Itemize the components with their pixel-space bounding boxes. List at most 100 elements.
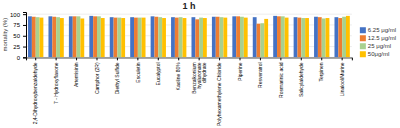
bar [138,18,142,58]
x-tick-label: Rosmarinic acid [278,62,284,98]
chart: 6.25 μg/ml 12.5 μg/ml 25 μg/ml 50μg/ml 2,4-D… [0,0,400,128]
x-tick: 2,4-Dihydroxybenzaldehyde [32,57,38,124]
x-tick-label-line: Terpinen [318,62,324,81]
bar [158,17,162,57]
x-tick-mark [280,57,281,60]
grid [26,14,352,57]
bar [110,17,114,57]
x-tick: Terpinen [318,57,324,81]
y-tick-mark [23,47,26,48]
x-tick-label: Eucalyptol [155,62,161,85]
bar [121,18,125,57]
bar [28,16,32,57]
y-tick: 0 [17,55,26,61]
bar [36,17,40,57]
bar [117,18,121,58]
bar [318,17,322,57]
bar [154,17,158,58]
x-tick-mark [178,57,179,60]
legend: 6.25 μg/ml 12.5 μg/ml 25 μg/ml 50μg/ml [360,27,396,57]
grid-line [26,14,352,15]
x-tick: Esculetin [135,57,141,82]
bar [101,18,105,57]
bar [297,18,301,58]
y-axis-title: mortality (%) [2,18,8,52]
x-tick-mark [301,57,302,60]
bar [257,24,261,58]
x-tick: 7 - Hydroxyflavone [53,57,59,104]
x-tick-label-line: 2,4-Dihydroxybenzaldehyde [32,62,38,124]
x-tick-label: 7 - Hydroxyflavone [53,62,59,104]
bar [216,17,220,58]
x-tick-label: Kaoline 80% [175,62,181,91]
x-tick: Eucalyptol [155,57,161,85]
bar [342,17,346,58]
x-tick-label: Benzalkoniumhyaluronatedihydrate [191,62,208,94]
x-tick-label: Linalool/Murine [339,62,345,96]
x-tick-label-line: Camphor (2R) [94,62,100,94]
bar [80,18,84,57]
bar [60,18,64,57]
x-tick-label-line: Kaoline 80% [175,62,181,91]
x-tick: Kaoline 80% [175,57,181,90]
x-tick-mark [76,57,77,60]
x-tick: Artemisinin [73,57,79,87]
x-tick: Benzalkoniumhyaluronatedihydrate [191,57,208,93]
x-tick: Rosmarinic acid [278,57,284,98]
bar [69,16,73,57]
legend-item: 50μg/ml [360,51,389,57]
legend-item: 12.5 μg/ml [360,35,396,41]
bar [171,17,175,57]
legend-label: 25 μg/ml [368,43,391,49]
x-tick: Camphor (2R) [94,57,100,94]
bar [338,18,342,57]
legend-swatch [360,51,366,57]
x-tick-mark [158,57,159,60]
bar [203,18,207,57]
x-tick: Polyhexamethylene Chloride [216,57,222,126]
legend-swatch [360,43,366,49]
x-tick-mark [199,57,200,60]
x-tick: Resveratrol [257,57,263,88]
bar [334,17,338,57]
bar [294,17,298,57]
y-tick: 100 [10,12,26,18]
y-tick: 25 [13,44,26,50]
bar [48,16,52,57]
bar [253,17,257,57]
x-tick-label-line: Eucalyptol [155,62,161,85]
x-tick-label-line: Salicylaldehyde [298,62,304,97]
bar [195,19,199,57]
bar [191,17,195,57]
x-tick-label: Camphor (2R) [94,62,100,94]
x-tick-label: Terpinen [318,62,324,81]
x-tick-mark [219,57,220,60]
legend-label: 6.25 μg/ml [368,27,396,33]
x-tick-label: Esculetin [135,62,141,83]
x-tick-label-line: Diethyl Sulfide [114,62,120,94]
y-tick-label: 100 [10,12,21,18]
x-tick: Diethyl Sulfide [114,57,120,94]
bar [273,16,277,57]
bar [134,18,138,58]
bar [97,16,101,57]
bar [301,18,305,57]
legend-label: 12.5 μg/ml [368,35,396,41]
bar [151,16,155,57]
bar [232,16,236,57]
legend-swatch [360,27,366,33]
bar [326,18,330,57]
y-tick-mark [23,25,26,26]
bar [175,18,179,58]
x-tick-mark [117,57,118,60]
x-tick-label: Piperine [237,62,243,81]
x-tick-label-line: Linalool/Murine [339,62,345,96]
x-tick-label: 2,4-Dihydroxybenzaldehyde [32,62,38,124]
bar [240,17,244,58]
x-tick-mark [321,57,322,60]
y-tick-mark [23,57,26,58]
x-tick: Salicylaldehyde [298,57,304,97]
bar [305,18,309,57]
bar [260,23,264,57]
x-tick-mark [137,57,138,60]
